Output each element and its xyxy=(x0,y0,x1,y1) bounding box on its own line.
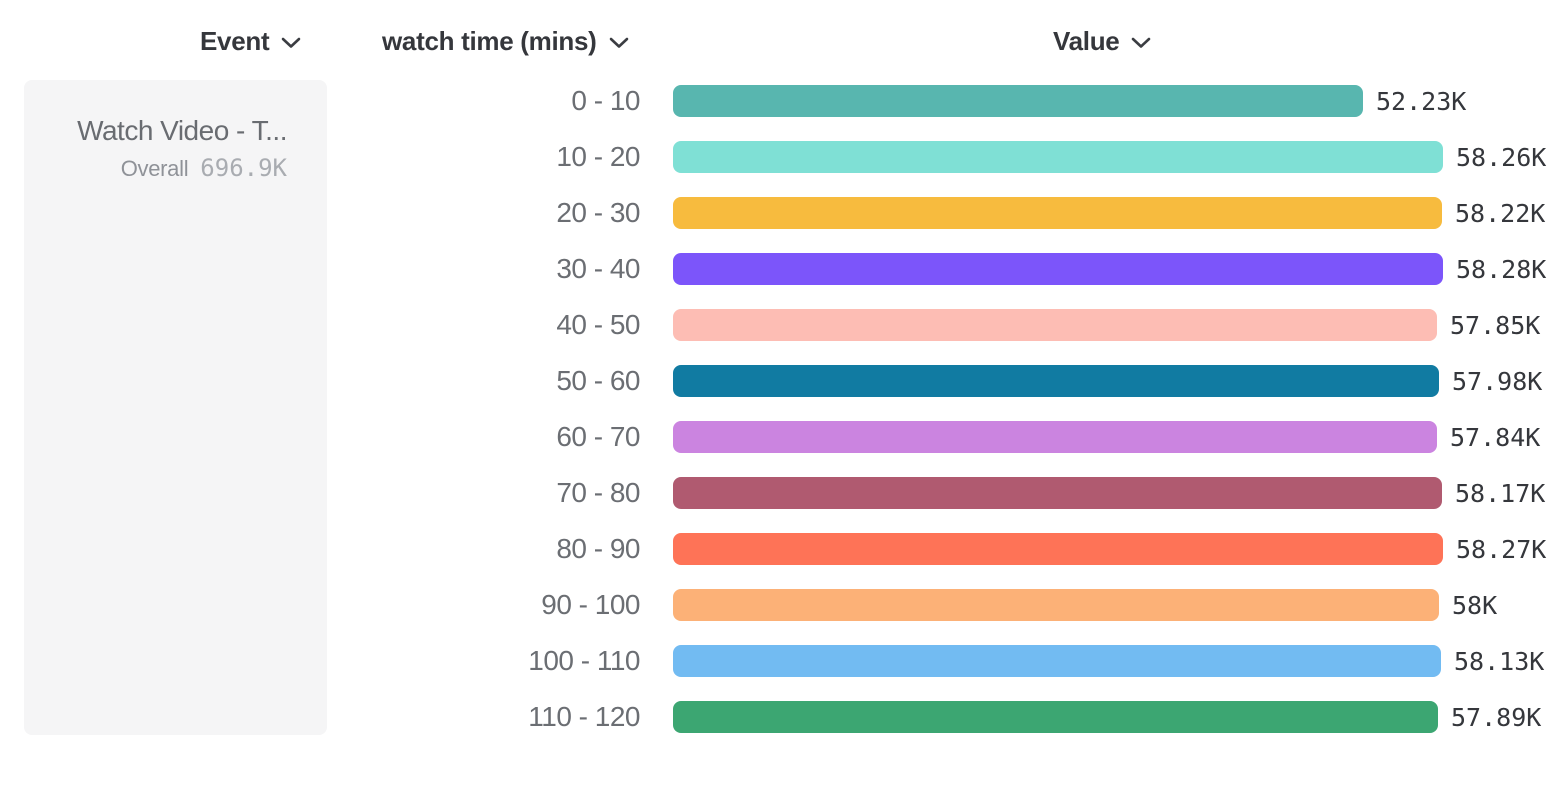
column-header-value[interactable]: Value xyxy=(1053,26,1151,57)
event-card[interactable]: Watch Video - T... Overall 696.9K xyxy=(24,80,327,735)
column-header-event-label: Event xyxy=(200,26,270,56)
value-label: 57.98K xyxy=(1452,367,1543,396)
bucket-label: 30 - 40 xyxy=(556,253,640,284)
column-header-value-label: Value xyxy=(1053,26,1120,56)
event-card-content: Watch Video - T... Overall 696.9K xyxy=(77,114,287,182)
bucket-label: 80 - 90 xyxy=(556,533,640,564)
value-bar[interactable] xyxy=(673,589,1439,621)
bucket-label: 0 - 10 xyxy=(571,85,640,116)
chart-row: 50 - 60 57.98K xyxy=(0,365,1568,397)
value-bar[interactable] xyxy=(673,421,1437,453)
value-bar[interactable] xyxy=(673,85,1363,117)
value-label: 58K xyxy=(1452,591,1498,620)
column-header-watch-time[interactable]: watch time (mins) xyxy=(382,26,629,57)
overall-label: Overall xyxy=(120,156,189,181)
chart-row: 60 - 70 57.84K xyxy=(0,421,1568,453)
column-header-event[interactable]: Event xyxy=(200,26,301,57)
chart-row: 40 - 50 57.85K xyxy=(0,309,1568,341)
bucket-label: 100 - 110 xyxy=(528,645,640,676)
value-label: 58.13K xyxy=(1454,647,1545,676)
value-bar[interactable] xyxy=(673,701,1438,733)
value-label: 58.26K xyxy=(1456,143,1547,172)
bucket-label: 50 - 60 xyxy=(556,365,640,396)
value-label: 57.89K xyxy=(1451,703,1542,732)
value-bar[interactable] xyxy=(673,645,1441,677)
bucket-label: 20 - 30 xyxy=(556,197,640,228)
bucket-label: 110 - 120 xyxy=(528,701,640,732)
value-bar[interactable] xyxy=(673,365,1439,397)
bucket-label: 60 - 70 xyxy=(556,421,640,452)
chart-row: 10 - 20 58.26K xyxy=(0,141,1568,173)
chart-row: 20 - 30 58.22K xyxy=(0,197,1568,229)
value-label: 57.85K xyxy=(1450,311,1541,340)
value-bar[interactable] xyxy=(673,141,1443,173)
value-bar[interactable] xyxy=(673,309,1437,341)
value-label: 52.23K xyxy=(1376,87,1467,116)
chart-row: 0 - 10 52.23K xyxy=(0,85,1568,117)
value-label: 58.27K xyxy=(1456,535,1547,564)
value-label: 58.28K xyxy=(1456,255,1547,284)
chart-row: 30 - 40 58.28K xyxy=(0,253,1568,285)
value-bar[interactable] xyxy=(673,197,1442,229)
column-header-watch-time-label: watch time (mins) xyxy=(382,26,597,56)
bucket-label: 10 - 20 xyxy=(556,141,640,172)
chevron-down-icon xyxy=(609,37,628,48)
chart-row: 90 - 100 58K xyxy=(0,589,1568,621)
value-bar[interactable] xyxy=(673,533,1443,565)
bucket-label: 40 - 50 xyxy=(556,309,640,340)
bar-chart: 0 - 10 52.23K 10 - 20 58.26K 20 - 30 58.… xyxy=(0,85,1568,765)
bucket-label: 70 - 80 xyxy=(556,477,640,508)
value-bar[interactable] xyxy=(673,253,1443,285)
value-label: 58.17K xyxy=(1455,479,1546,508)
value-label: 58.22K xyxy=(1455,199,1546,228)
bucket-label: 90 - 100 xyxy=(541,589,640,620)
value-bar[interactable] xyxy=(673,477,1442,509)
chart-row: 110 - 120 57.89K xyxy=(0,701,1568,733)
value-label: 57.84K xyxy=(1450,423,1541,452)
event-overall-row: Overall 696.9K xyxy=(77,154,287,182)
event-title: Watch Video - T... xyxy=(77,115,287,146)
chart-row: 100 - 110 58.13K xyxy=(0,645,1568,677)
overall-value: 696.9K xyxy=(200,154,287,182)
chart-row: 70 - 80 58.17K xyxy=(0,477,1568,509)
chevron-down-icon xyxy=(1132,37,1151,48)
chevron-down-icon xyxy=(282,37,301,48)
chart-row: 80 - 90 58.27K xyxy=(0,533,1568,565)
